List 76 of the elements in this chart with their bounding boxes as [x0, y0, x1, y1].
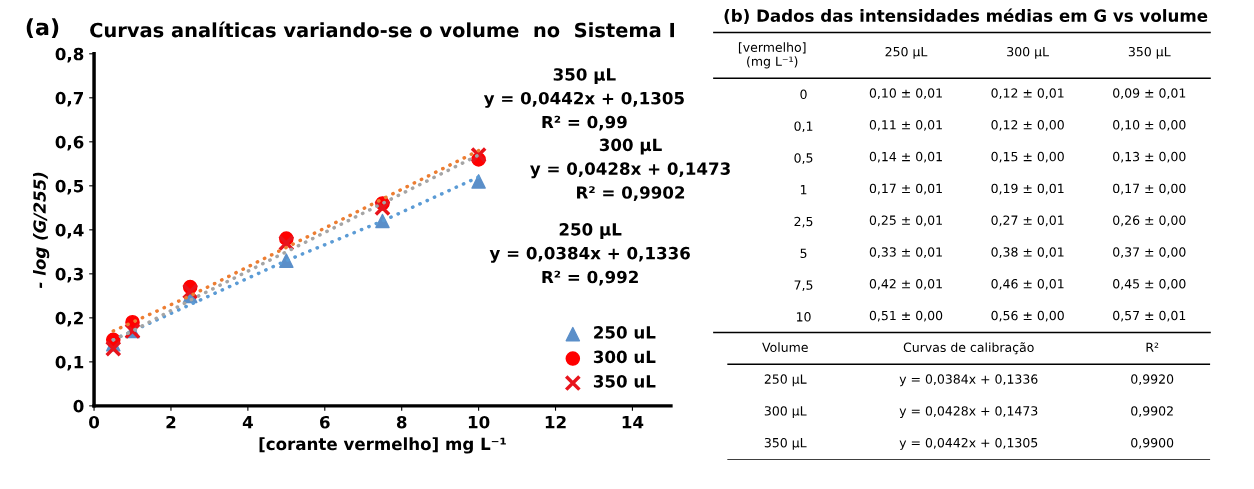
legend-label: 350 uL: [593, 375, 656, 388]
y-tick-label: 0,5: [55, 179, 84, 195]
x-tick-label: 300 µL: [1007, 46, 1049, 59]
text: 0,14 ± 0,01: [869, 151, 942, 163]
x-tick-label: 12: [545, 415, 566, 429]
text: 0,45 ± 0,00: [1113, 279, 1186, 290]
text: 0,56 ± 0,00: [991, 310, 1064, 322]
y-tick-label: 0: [800, 89, 807, 100]
y-tick-label: 0,7: [55, 91, 83, 107]
y-tick-label: 7,5: [794, 280, 813, 292]
y-tick-label: 5: [800, 248, 807, 258]
text: 0,19 ± 0,01: [991, 183, 1064, 195]
x-tick-label: 350 µL: [1128, 46, 1171, 59]
text: y = 0,0384x + 0,1336: [899, 374, 1038, 387]
x-tick-label: 6: [320, 415, 330, 429]
text: 0,10 ± 0,00: [1113, 120, 1186, 131]
text: 0,17 ± 0,01: [869, 183, 942, 195]
text: 0,09 ± 0,01: [1113, 88, 1186, 100]
text: 0,37 ± 0,00: [1113, 247, 1186, 258]
text: (a): [26, 18, 59, 39]
annotation: 250 µL y = 0,0384x + 0,1336 R² = 0,992: [489, 223, 690, 286]
text: 0,38 ± 0,01: [991, 247, 1064, 258]
legend-label: 250 uL: [594, 326, 656, 339]
text: 0,9902: [1131, 406, 1173, 417]
text: 250 µL: [764, 374, 807, 387]
x-tick-label: 4: [242, 416, 253, 429]
x-tick-label: 0: [89, 415, 100, 429]
text: 0,13 ± 0,00: [1113, 151, 1186, 163]
y-tick-label: 1: [800, 185, 807, 195]
text: 0,57 ± 0,01: [1113, 310, 1186, 322]
y-tick-label: 0,3: [55, 267, 83, 283]
text: 0,25 ± 0,01: [869, 215, 942, 227]
text: 0,9900: [1131, 437, 1174, 449]
text: 350 µL: [764, 437, 807, 450]
y-tick-label: 0,1: [794, 121, 813, 133]
annotation: 300 µL y = 0,0428x + 0,1473 R² = 0,9902: [530, 138, 730, 201]
chart-title: (b) Dados das intensidades médias em G vs volume: [724, 8, 1208, 24]
legend-label: 300 uL: [593, 350, 656, 364]
text: 0,12 ± 0,00: [991, 120, 1064, 131]
text: 300 µL: [764, 406, 807, 419]
text: y = 0,0428x + 0,1473: [899, 406, 1038, 419]
y-tick-label: 0,8: [55, 47, 84, 63]
y-tick-label: 0,2: [55, 311, 83, 327]
text: 0,33 ± 0,01: [869, 247, 942, 258]
text: Volume: [762, 342, 808, 353]
x-tick-label: 10: [468, 415, 490, 429]
text: 0,46 ± 0,01: [991, 279, 1064, 290]
y-tick-label: 10: [796, 312, 811, 322]
x-tick-label: 14: [622, 416, 644, 429]
y-tick-label: 0,6: [55, 135, 84, 151]
text: 0,51 ± 0,00: [869, 310, 943, 322]
text: 0,10 ± 0,01: [869, 88, 942, 100]
y-axis-title: - log (G/255): [32, 172, 50, 289]
annotation: 350 µL y = 0,0442x + 0,1305 R² = 0,99: [483, 68, 684, 131]
text: R²: [1146, 342, 1159, 352]
x-tick-label: 8: [396, 415, 407, 429]
chart-title: Curvas analíticas variando-se o volume no Sistema I: [90, 21, 674, 38]
y-tick-label: 2,5: [794, 216, 813, 228]
text: 0,26 ± 0,00: [1113, 215, 1186, 227]
text: Curvas de calibração: [903, 342, 1034, 355]
text: 0,42 ± 0,01: [869, 279, 942, 290]
text: 0,27 ± 0,01: [991, 215, 1064, 227]
x-tick-label: 250 µL: [885, 46, 928, 59]
text: 0,17 ± 0,00: [1113, 183, 1186, 195]
text: 0,15 ± 0,00: [991, 151, 1064, 163]
y-tick-label: 0,5: [794, 153, 813, 164]
x-axis-title: [corante vermelho] mg L⁻¹: [259, 437, 506, 454]
text: 0,11 ± 0,01: [869, 120, 942, 131]
text: 0,9920: [1131, 374, 1174, 386]
text: y = 0,0442x + 0,1305: [899, 437, 1038, 450]
y-tick-label: 0,4: [55, 223, 84, 239]
x-tick-label: 2: [166, 415, 176, 429]
y-tick-label: 0,1: [55, 355, 84, 371]
y-tick-label: 0: [73, 399, 84, 413]
text: 0,12 ± 0,01: [991, 88, 1064, 100]
y-axis-title: [vermelho] (mg L⁻¹): [738, 42, 806, 69]
